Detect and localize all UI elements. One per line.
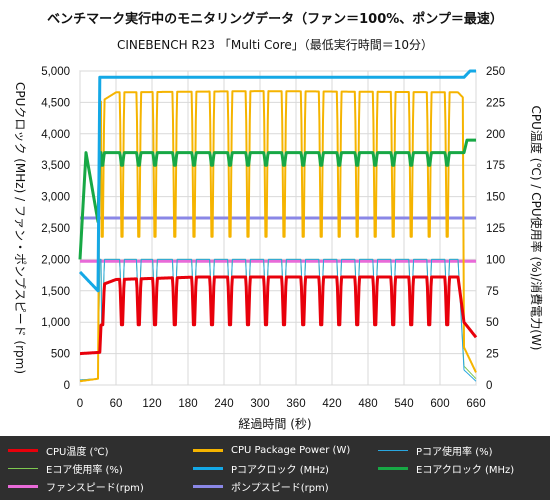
x-tick-label: 300 — [250, 398, 269, 410]
legend-item-ecore-usage: Eコア使用率 (%) — [8, 460, 123, 476]
legend-label: Eコアクロック (MHz) — [416, 464, 515, 476]
y-right-tick-label: 125 — [486, 223, 505, 235]
y-right-tick-label: 25 — [486, 349, 499, 361]
series-line-1 — [79, 90, 477, 383]
legend-item-pcore-clock: Pコアクロック (MHz) — [193, 460, 329, 476]
y-left-tick-label: 1,500 — [41, 286, 70, 298]
y-axis-right-label: CPU温度 (℃) / CPU使用率 (%)/消費電力(W) — [529, 106, 544, 351]
y-right-tick-label: 75 — [486, 286, 499, 298]
x-axis-label: 経過時間 (秒) — [238, 417, 311, 431]
legend-item-pump-speed: ポンプスピード(rpm) — [193, 478, 329, 494]
x-tick-label: 420 — [322, 398, 341, 410]
x-tick-label: 180 — [178, 398, 197, 410]
chart-subtitle: CINEBENCH R23 「Multi Core」（最低実行時間＝10分） — [116, 38, 434, 52]
legend-swatch — [8, 448, 38, 452]
y-left-tick-label: 4,000 — [41, 129, 70, 141]
y-axis-left-label: CPUクロック (MHz) / ファン・ポンプスピード (rpm) — [13, 82, 27, 374]
x-tick-label: 660 — [466, 398, 485, 410]
chart-series — [78, 69, 478, 383]
x-tick-label: 540 — [394, 398, 413, 410]
y-right-tick-label: 50 — [486, 317, 499, 329]
y-right-tick-label: 250 — [486, 66, 505, 78]
legend-item-cpu-temp: CPU温度 (℃) — [8, 442, 109, 458]
y-left-tick-label: 3,500 — [41, 160, 70, 172]
legend-item-pcore-usage: Pコア使用率 (%) — [378, 442, 493, 458]
series-line-4 — [78, 69, 477, 293]
chart-legend: CPU温度 (℃) CPU Package Power (W) Pコア使用率 (… — [0, 436, 550, 500]
legend-label: Pコアクロック (MHz) — [231, 464, 329, 476]
x-tick-label: 600 — [430, 398, 449, 410]
legend-item-package-power: CPU Package Power (W) — [193, 442, 350, 458]
legend-swatch — [378, 449, 408, 451]
legend-swatch — [193, 466, 223, 470]
x-tick-label: 120 — [142, 398, 161, 410]
y-right-tick-label: 150 — [486, 192, 505, 204]
legend-swatch — [8, 484, 38, 488]
y-left-tick-label: 5,000 — [41, 66, 70, 78]
legend-label: ポンプスピード(rpm) — [231, 482, 329, 494]
legend-swatch — [193, 448, 223, 452]
y-left-tick-label: 2,500 — [41, 223, 70, 235]
x-tick-label: 240 — [214, 398, 233, 410]
y-left-tick-label: 500 — [51, 349, 70, 361]
x-tick-label: 0 — [77, 398, 83, 410]
series-line-5 — [78, 138, 477, 260]
legend-label: ファンスピード(rpm) — [46, 482, 144, 494]
x-tick-label: 360 — [286, 398, 305, 410]
legend-label: CPU温度 (℃) — [46, 446, 109, 458]
y-left-tick-label: 4,500 — [41, 97, 70, 109]
legend-label: CPU Package Power (W) — [231, 444, 351, 456]
legend-swatch — [193, 484, 223, 488]
legend-swatch — [378, 466, 408, 470]
chart-title: ベンチマーク実行中のモニタリングデータ（ファン＝100%、ポンプ＝最速） — [47, 12, 503, 27]
y-right-tick-label: 200 — [486, 129, 505, 141]
legend-item-ecore-clock: Eコアクロック (MHz) — [378, 460, 514, 476]
legend-item-fan-speed: ファンスピード(rpm) — [8, 478, 144, 494]
legend-label: Pコア使用率 (%) — [416, 446, 493, 458]
y-left-tick-label: 1,000 — [41, 317, 70, 329]
y-right-tick-label: 225 — [486, 97, 505, 109]
y-right-tick-label: 0 — [486, 380, 492, 392]
y-left-tick-label: 0 — [64, 380, 70, 392]
x-tick-label: 480 — [358, 398, 377, 410]
x-tick-label: 60 — [110, 398, 123, 410]
y-left-tick-label: 2,000 — [41, 254, 70, 266]
y-right-tick-label: 175 — [486, 160, 505, 172]
legend-label: Eコア使用率 (%) — [46, 464, 123, 476]
y-right-tick-label: 100 — [486, 254, 505, 266]
y-left-tick-label: 3,000 — [41, 192, 70, 204]
legend-swatch — [8, 467, 38, 469]
series-line-0 — [79, 275, 478, 356]
